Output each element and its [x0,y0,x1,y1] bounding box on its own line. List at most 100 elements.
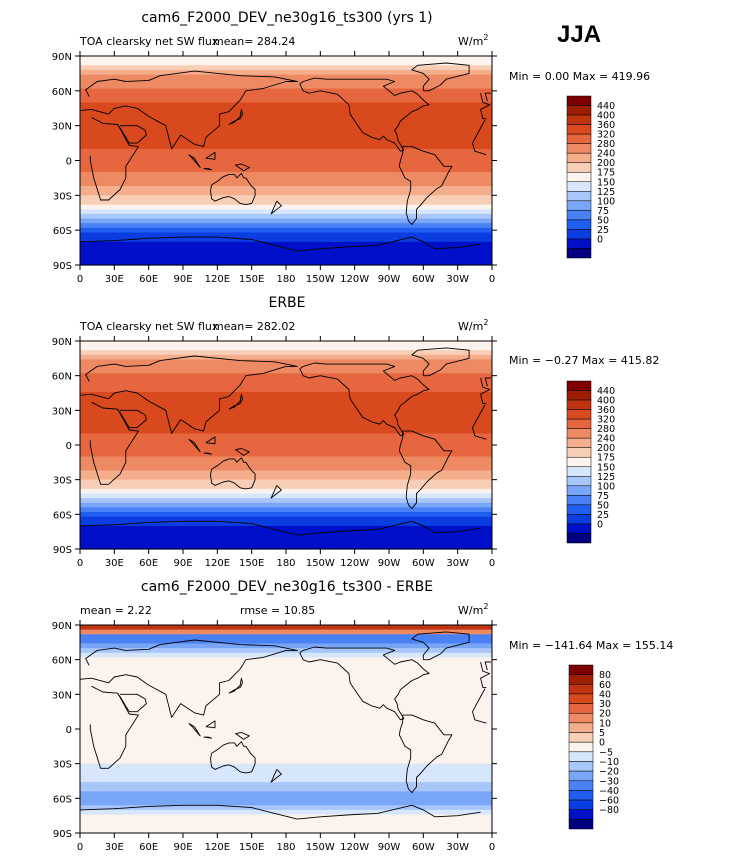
lat-tick-label: 90N [52,52,72,63]
map-band [80,763,492,769]
coastline [79,355,491,485]
map-band [80,754,492,760]
lon-tick-label: 30W [446,558,469,569]
colorbar-label: 280 [597,139,615,150]
lon-tick-label: 60E [139,274,158,285]
colorbar-label: 100 [597,481,615,492]
panel-obs: ERBE TOA clearsky net SW flux mean= 282.… [52,295,660,569]
panel-model-map: 90N 60N 30N 0 30S 60S 90S 0 30E 60E 90E 120E 150E 180… [52,51,497,285]
map-band [80,97,492,104]
map-band [80,260,492,266]
lon-tick-label: 60W [412,842,435,853]
coastline [79,70,491,201]
colorbar-label: 175 [597,453,615,464]
coastline [411,62,470,92]
lat-tick-label: 30S [53,476,72,487]
map-band [80,796,492,802]
map-band [80,782,492,788]
map-band [80,698,492,705]
map-band [80,237,492,243]
lon-tick-label: 30E [105,558,124,569]
map-band [80,525,492,532]
map-band [80,809,492,816]
colorbar-swatch [566,466,592,477]
colorbar-label: 75 [597,491,609,502]
map-band [80,680,492,686]
map-band [80,717,492,723]
lon-tick-label: 120E [205,274,230,285]
colorbar-label: 320 [597,130,615,141]
lat-tick-label: 30N [52,406,72,417]
map-band [80,255,492,261]
coastline [79,639,491,769]
lat-tick-label: 30N [52,122,72,133]
colorbar-swatch [566,399,592,410]
map-band [80,232,492,238]
colorbar-swatch [566,181,592,192]
map-band [80,629,492,635]
map-band [80,451,492,458]
map-band [80,731,492,737]
colorbar-label: 25 [597,510,609,521]
colorbar-swatch [568,732,594,743]
map-band [80,419,492,425]
map-band [80,666,492,672]
coastline [117,409,147,429]
lon-tick-label: 30E [105,842,124,853]
map-band [80,162,492,169]
map-band [80,359,492,365]
colorbar-swatch [566,418,592,429]
lat-tick-label: 90S [53,829,72,840]
map-band [80,814,492,820]
map-band [80,130,492,136]
lon-tick-label: 120W [340,558,369,569]
map-band [80,791,492,797]
map-band [80,800,492,806]
map-band [80,345,492,351]
colorbar-swatch [566,114,592,125]
map-band [80,195,492,201]
map-band [80,456,492,462]
map-band [80,246,492,252]
map-band [80,125,492,131]
lon-tick-label: 90E [173,842,192,853]
map-band [80,251,492,257]
colorbar-swatch [568,780,594,791]
colorbar-label: −80 [599,805,619,816]
colorbar-swatch [568,809,594,820]
map-band [80,694,492,700]
coastline [299,362,430,437]
map-band [80,65,492,71]
lon-tick-label: 0 [77,274,83,285]
map-band [80,69,492,76]
map-band [80,805,492,811]
map-band [80,507,492,513]
coastline [235,163,250,172]
map-band [80,502,492,508]
colorbar-label: 360 [597,405,615,416]
colorbar-label: 40 [599,689,611,700]
colorbar-swatch [566,495,592,506]
coastline [203,168,213,171]
lat-tick-label: 90N [52,621,72,632]
map-band [80,512,492,518]
map-band [80,634,492,640]
lon-tick-label: 150W [306,558,335,569]
colorbar-swatch [566,390,592,401]
colorbar-label: 125 [597,187,615,198]
colorbar-swatch [568,761,594,772]
map-band [80,204,492,210]
map-band [80,60,492,66]
colorbar-label: 360 [597,120,615,131]
colorbar-swatch [566,210,592,221]
map-band [80,241,492,248]
map-band [80,74,492,80]
map-band [80,424,492,430]
lat-tick-label: 90S [53,261,72,272]
map-band [80,498,492,504]
lon-tick-label: 0 [77,558,83,569]
map-band [80,341,492,347]
map-band [80,148,492,155]
colorbar-label: 240 [597,149,615,160]
